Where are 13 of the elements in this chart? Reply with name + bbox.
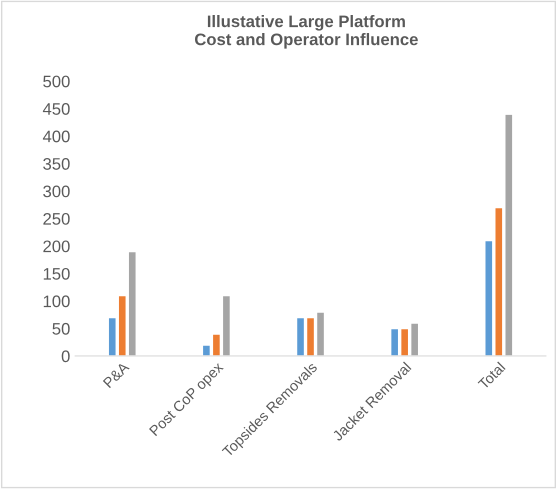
y-tick-label: 450 <box>42 103 70 115</box>
y-tick-label: 0 <box>62 350 70 362</box>
y-tick-label: 150 <box>44 268 70 280</box>
y-tick-label: 50 <box>52 322 70 335</box>
y-tick-label: 100 <box>44 295 70 308</box>
y-tick-label: 200 <box>43 240 70 252</box>
y-tick-label: 400 <box>42 130 70 142</box>
x-tick-label: P&A <box>102 361 130 388</box>
chart-title: Illustative Large Platform Cost and Operator Influence <box>194 15 418 49</box>
y-tick-label: 350 <box>43 158 70 170</box>
y-tick-label: 300 <box>43 186 70 198</box>
y-tick-label: 250 <box>43 212 70 225</box>
y-tick-label: 500 <box>43 76 70 88</box>
